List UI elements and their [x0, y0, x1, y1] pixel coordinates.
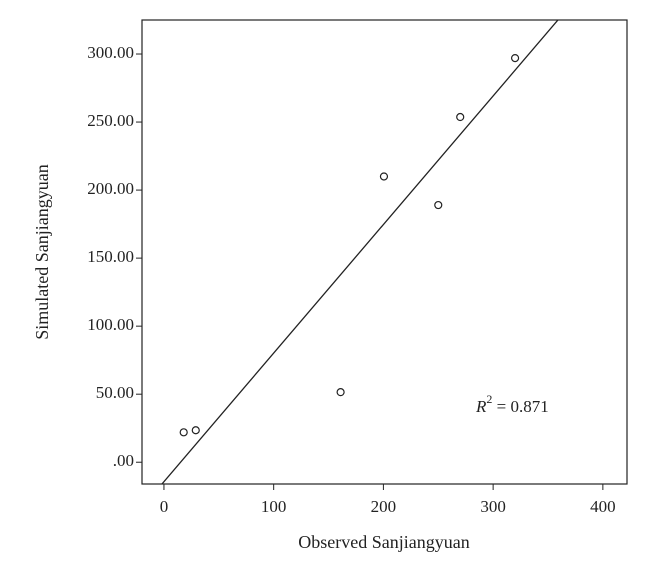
annotation-text: = 0.871 — [492, 397, 548, 416]
y-tick-label: 250.00 — [87, 111, 134, 130]
y-tick-label: 50.00 — [96, 383, 134, 402]
data-point — [434, 200, 443, 210]
annotation-exponent: 2 — [486, 392, 492, 406]
fit-line — [161, 20, 559, 484]
y-axis-title: Simulated Sanjiangyuan — [32, 164, 52, 339]
data-point — [179, 428, 188, 437]
y-tick-label: 150.00 — [87, 247, 134, 266]
y-tick-label: 100.00 — [87, 315, 134, 334]
data-point — [336, 388, 345, 397]
x-tick-label: 100 — [261, 497, 287, 516]
annotation-symbol: R — [475, 397, 487, 416]
y-tick-label: .00 — [113, 451, 134, 470]
data-point — [191, 426, 200, 435]
x-tick-label: 400 — [590, 497, 616, 516]
y-tick-label: 200.00 — [87, 179, 134, 198]
data-point — [456, 112, 465, 122]
x-axis-title: Observed Sanjiangyuan — [298, 532, 469, 552]
x-tick-label: 0 — [160, 497, 169, 516]
annotation: R2 = 0.871 — [475, 392, 549, 416]
data-point — [379, 172, 389, 181]
x-tick-label: 200 — [371, 497, 397, 516]
x-tick-label: 300 — [480, 497, 506, 516]
plot-frame — [141, 19, 628, 485]
y-tick-label: 300.00 — [87, 43, 134, 62]
data-point — [510, 53, 520, 63]
